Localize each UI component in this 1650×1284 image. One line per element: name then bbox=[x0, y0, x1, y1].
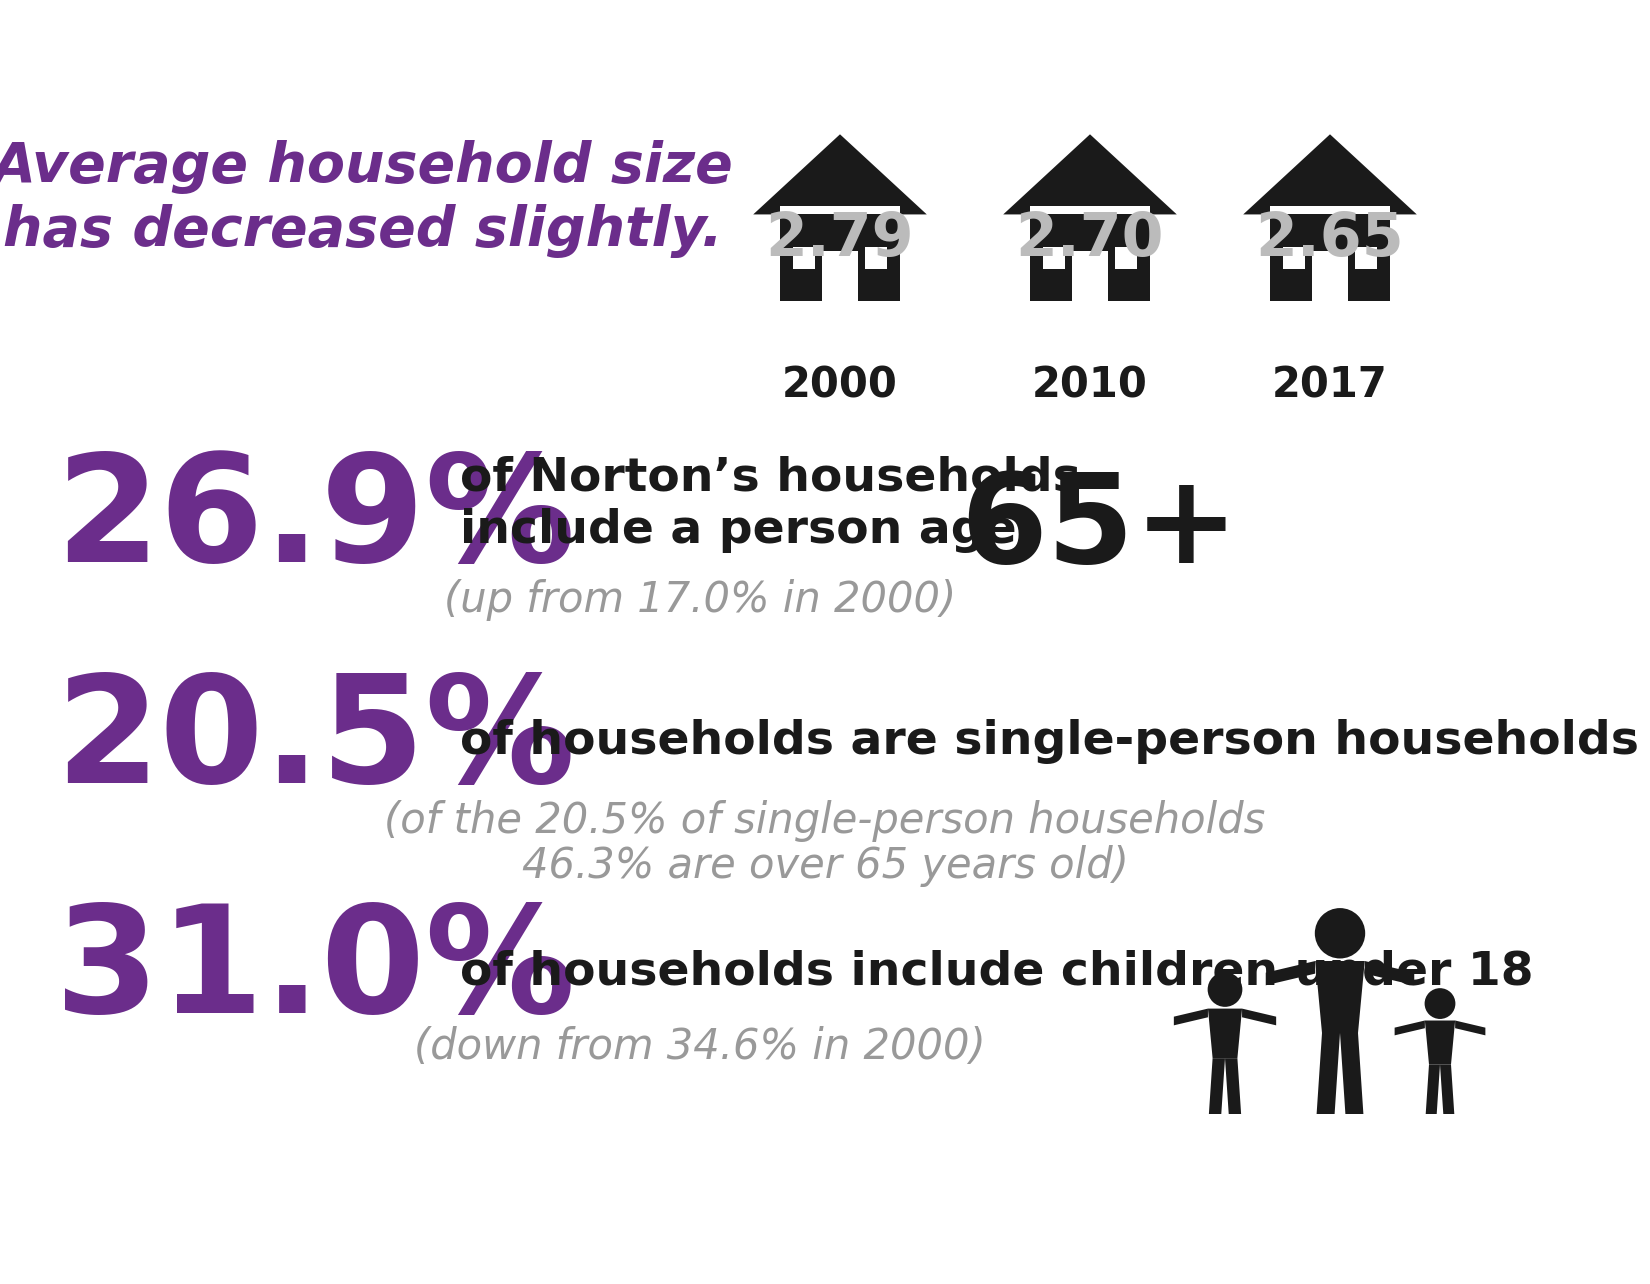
Text: Average household size: Average household size bbox=[0, 140, 733, 194]
Text: 46.3% are over 65 years old): 46.3% are over 65 years old) bbox=[521, 845, 1129, 887]
Text: 31.0%: 31.0% bbox=[54, 899, 576, 1044]
Text: 2000: 2000 bbox=[782, 365, 898, 406]
Text: (of the 20.5% of single-person households: (of the 20.5% of single-person household… bbox=[384, 800, 1266, 842]
Text: 65+: 65+ bbox=[960, 467, 1239, 588]
Bar bbox=[1030, 214, 1150, 302]
Bar bbox=[1284, 247, 1305, 268]
Polygon shape bbox=[1266, 960, 1315, 985]
Bar bbox=[1355, 247, 1376, 268]
Polygon shape bbox=[1440, 1064, 1454, 1115]
Polygon shape bbox=[1242, 135, 1417, 214]
Text: 2010: 2010 bbox=[1031, 365, 1148, 406]
Circle shape bbox=[1424, 989, 1455, 1019]
Polygon shape bbox=[1224, 1058, 1241, 1115]
Text: (up from 17.0% in 2000): (up from 17.0% in 2000) bbox=[444, 579, 955, 621]
Bar bbox=[1115, 247, 1137, 268]
Bar bbox=[865, 247, 886, 268]
Text: of Norton’s households: of Norton’s households bbox=[460, 456, 1081, 501]
Bar bbox=[1312, 250, 1348, 302]
Text: 2017: 2017 bbox=[1272, 365, 1388, 406]
Bar bbox=[1270, 207, 1389, 214]
Text: 20.5%: 20.5% bbox=[54, 669, 576, 814]
Polygon shape bbox=[1394, 1021, 1426, 1035]
Polygon shape bbox=[1455, 1021, 1485, 1035]
Bar bbox=[1030, 207, 1150, 214]
Circle shape bbox=[1315, 908, 1365, 958]
Polygon shape bbox=[1208, 1009, 1242, 1058]
Text: has decreased slightly.: has decreased slightly. bbox=[3, 204, 723, 258]
Polygon shape bbox=[1003, 135, 1176, 214]
Text: (down from 34.6% in 2000): (down from 34.6% in 2000) bbox=[414, 1026, 987, 1067]
Polygon shape bbox=[1426, 1021, 1455, 1064]
Bar bbox=[780, 214, 901, 302]
Text: of households include children under 18: of households include children under 18 bbox=[460, 949, 1533, 994]
Polygon shape bbox=[1426, 1064, 1440, 1115]
Polygon shape bbox=[1365, 960, 1414, 985]
Polygon shape bbox=[1317, 1034, 1340, 1115]
Circle shape bbox=[1208, 972, 1242, 1007]
Polygon shape bbox=[752, 135, 927, 214]
Text: of households are single-person households: of households are single-person househol… bbox=[460, 719, 1638, 764]
Polygon shape bbox=[1173, 1009, 1208, 1026]
Bar bbox=[1270, 214, 1389, 302]
Text: 26.9%: 26.9% bbox=[54, 448, 576, 592]
Bar bbox=[1072, 250, 1109, 302]
Text: include a person age: include a person age bbox=[460, 507, 1016, 552]
Text: 2.65: 2.65 bbox=[1256, 211, 1404, 268]
Polygon shape bbox=[1340, 1034, 1363, 1115]
Polygon shape bbox=[1209, 1058, 1224, 1115]
Text: 2.70: 2.70 bbox=[1016, 211, 1165, 268]
Bar bbox=[794, 247, 815, 268]
Bar bbox=[822, 250, 858, 302]
Bar bbox=[1043, 247, 1064, 268]
Bar bbox=[780, 207, 901, 214]
Polygon shape bbox=[1242, 1009, 1275, 1026]
Text: 2.79: 2.79 bbox=[766, 211, 914, 268]
Polygon shape bbox=[1315, 960, 1365, 1034]
